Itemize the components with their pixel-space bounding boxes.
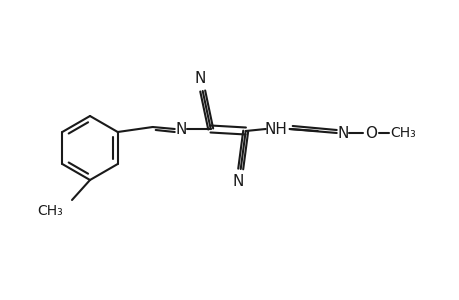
Text: N: N: [174, 122, 186, 136]
Text: N: N: [336, 125, 347, 140]
Text: CH₃: CH₃: [389, 126, 414, 140]
Text: O: O: [364, 125, 376, 140]
Text: NH: NH: [264, 122, 286, 136]
Text: N: N: [194, 70, 205, 86]
Text: N: N: [231, 175, 243, 190]
Text: CH₃: CH₃: [37, 204, 63, 218]
